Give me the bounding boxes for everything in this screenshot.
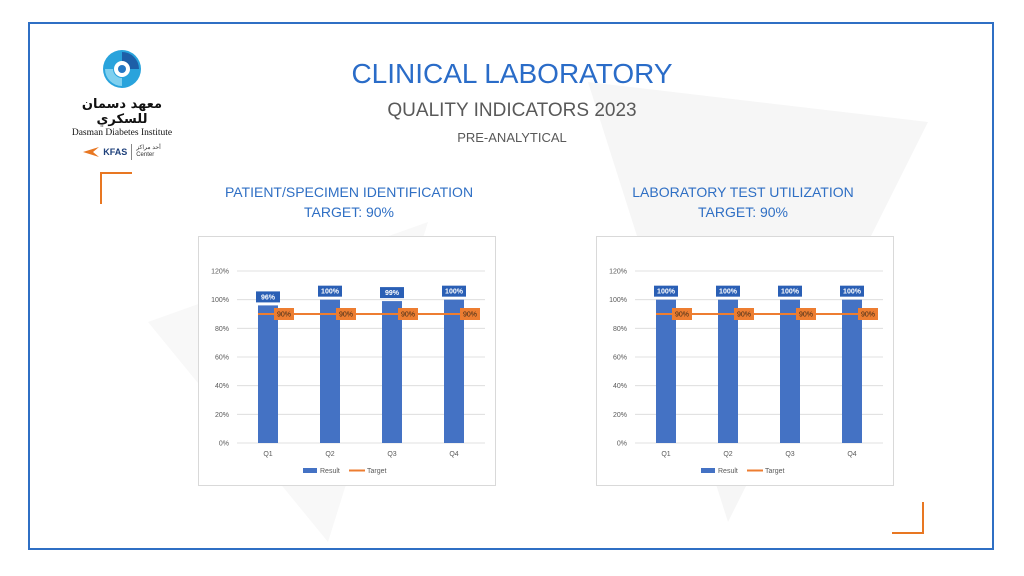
x-tick-label: Q3 bbox=[387, 451, 396, 458]
target-data-label-bg bbox=[672, 308, 692, 320]
x-tick-label: Q1 bbox=[661, 451, 670, 458]
x-tick-label: Q2 bbox=[325, 451, 334, 458]
y-tick-label: 120% bbox=[211, 269, 229, 276]
result-data-label-bg bbox=[778, 285, 802, 297]
kfas-text: KFAS bbox=[103, 147, 128, 157]
chart2-subtitle: TARGET: 90% bbox=[698, 204, 788, 220]
result-data-label: 100% bbox=[719, 289, 738, 296]
kfas-arabic: أحد مراكز bbox=[136, 145, 161, 151]
result-data-label: 100% bbox=[843, 289, 862, 296]
legend-target-label: Target bbox=[765, 468, 785, 475]
x-tick-label: Q1 bbox=[263, 451, 272, 458]
chart2-heading: LABORATORY TEST UTILIZATION TARGET: 90% bbox=[570, 182, 916, 222]
target-data-label: 90% bbox=[799, 312, 813, 319]
target-data-label-bg bbox=[398, 308, 418, 320]
page-title: CLINICAL LABORATORY bbox=[0, 58, 1024, 90]
legend-result-label: Result bbox=[718, 468, 738, 475]
result-data-label-bg bbox=[256, 291, 280, 303]
result-bar bbox=[718, 299, 738, 443]
target-data-label: 90% bbox=[737, 312, 751, 319]
target-data-label: 90% bbox=[277, 312, 291, 319]
kfas-center: Center bbox=[136, 152, 155, 158]
kfas-wing-icon bbox=[83, 147, 100, 157]
dasman-logo-icon bbox=[103, 50, 141, 88]
y-tick-label: 40% bbox=[613, 383, 627, 390]
result-bar bbox=[320, 299, 340, 443]
result-data-label: 100% bbox=[781, 289, 800, 296]
page-title-text: CLINICAL LABORATORY bbox=[351, 58, 673, 89]
kfas-separator bbox=[131, 144, 133, 160]
section-label-text: PRE-ANALYTICAL bbox=[457, 130, 567, 145]
institute-logo: معهد دسمان للسكري Dasman Diabetes Instit… bbox=[62, 48, 182, 160]
target-data-label-bg bbox=[734, 308, 754, 320]
target-data-label: 90% bbox=[401, 312, 415, 319]
y-tick-label: 80% bbox=[613, 326, 627, 333]
chart2-svg: 0% 20% 40% 60% 80% 100% 120% 100% 100% 100% 100% 90… bbox=[609, 269, 883, 475]
result-data-label: 99% bbox=[385, 290, 400, 297]
chart1-heading: PATIENT/SPECIMEN IDENTIFICATION TARGET: … bbox=[176, 182, 522, 222]
y-tick-label: 40% bbox=[215, 383, 229, 390]
target-data-label-bg bbox=[796, 308, 816, 320]
legend-result-swatch bbox=[701, 468, 715, 473]
page-subtitle: QUALITY INDICATORS 2023 bbox=[0, 100, 1024, 122]
target-data-label: 90% bbox=[861, 312, 875, 319]
y-tick-label: 20% bbox=[613, 412, 627, 419]
x-tick-label: Q4 bbox=[449, 451, 458, 458]
target-data-label-bg bbox=[858, 308, 878, 320]
result-bar bbox=[444, 299, 464, 443]
page-subtitle-text: QUALITY INDICATORS 2023 bbox=[387, 100, 637, 121]
result-bar bbox=[656, 299, 676, 443]
section-label: PRE-ANALYTICAL bbox=[0, 130, 1024, 145]
chart1-box: 0% 20% 40% 60% 80% 100% 120% 96% 100% 99% 100% 90% 9… bbox=[198, 236, 496, 486]
target-data-label: 90% bbox=[675, 312, 689, 319]
chart1-svg: 0% 20% 40% 60% 80% 100% 120% 96% 100% 99% 100% 90% 9… bbox=[211, 269, 485, 475]
result-data-label: 96% bbox=[261, 294, 276, 301]
logo-arabic-name: معهد دسمان للسكري bbox=[81, 97, 163, 127]
y-tick-label: 100% bbox=[211, 297, 229, 304]
kfas-badge: KFAS أحد مراكز Center bbox=[62, 144, 182, 160]
chart2-title: LABORATORY TEST UTILIZATION bbox=[632, 184, 854, 200]
result-bar bbox=[842, 299, 862, 443]
y-tick-label: 100% bbox=[609, 297, 627, 304]
y-tick-label: 20% bbox=[215, 412, 229, 419]
result-data-label-bg bbox=[654, 285, 678, 297]
y-tick-label: 60% bbox=[613, 355, 627, 362]
target-data-label-bg bbox=[274, 308, 294, 320]
target-data-label-bg bbox=[336, 308, 356, 320]
y-tick-label: 60% bbox=[215, 355, 229, 362]
result-data-label-bg bbox=[840, 285, 864, 297]
result-data-label-bg bbox=[442, 285, 466, 297]
chart1-subtitle: TARGET: 90% bbox=[304, 204, 394, 220]
result-data-label: 100% bbox=[321, 289, 340, 296]
result-bar bbox=[258, 305, 278, 443]
y-tick-label: 0% bbox=[617, 441, 627, 448]
result-data-label-bg bbox=[380, 287, 404, 299]
result-data-label-bg bbox=[318, 285, 342, 297]
result-data-label: 100% bbox=[657, 289, 676, 296]
chart2-box: 0% 20% 40% 60% 80% 100% 120% 100% 100% 100% 100% 90… bbox=[596, 236, 894, 486]
corner-accent-top-left bbox=[100, 172, 132, 204]
target-data-label: 90% bbox=[339, 312, 353, 319]
corner-accent-bottom-right bbox=[892, 502, 924, 534]
chart1-title: PATIENT/SPECIMEN IDENTIFICATION bbox=[224, 184, 474, 200]
y-tick-label: 0% bbox=[219, 441, 229, 448]
result-data-label-bg bbox=[716, 285, 740, 297]
legend-result-label: Result bbox=[320, 468, 340, 475]
logo-english-name: Dasman Diabetes Institute bbox=[71, 128, 173, 138]
y-tick-label: 120% bbox=[609, 269, 627, 276]
x-tick-label: Q4 bbox=[847, 451, 856, 458]
target-data-label-bg bbox=[460, 308, 480, 320]
x-tick-label: Q3 bbox=[785, 451, 794, 458]
target-data-label: 90% bbox=[463, 312, 477, 319]
x-tick-label: Q2 bbox=[723, 451, 732, 458]
legend-result-swatch bbox=[303, 468, 317, 473]
y-tick-label: 80% bbox=[215, 326, 229, 333]
result-data-label: 100% bbox=[445, 289, 464, 296]
result-bar bbox=[780, 299, 800, 443]
kfas-center-label: أحد مراكز Center bbox=[136, 145, 161, 159]
result-bar bbox=[382, 301, 402, 443]
legend-target-label: Target bbox=[367, 468, 387, 475]
